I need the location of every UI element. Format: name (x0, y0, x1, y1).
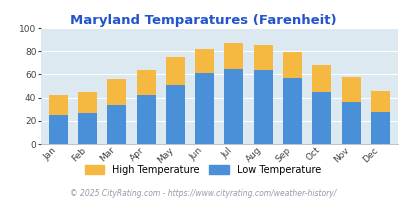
Bar (253, 45, 272, 70)
Bar (341, 77, 360, 102)
Text: Maryland Temparatures (Farenheit): Maryland Temparatures (Farenheit) (70, 14, 335, 27)
Bar (194, 73, 213, 144)
Bar (107, 79, 126, 105)
Bar (165, 85, 184, 144)
Bar (194, 49, 213, 73)
Bar (253, 70, 272, 144)
Bar (311, 65, 330, 92)
Bar (282, 78, 301, 144)
Bar (107, 105, 126, 144)
Bar (224, 69, 243, 144)
Bar (165, 57, 184, 85)
Legend: High Temperature, Low Temperature: High Temperature, Low Temperature (85, 165, 320, 175)
Bar (136, 95, 155, 144)
Bar (78, 113, 97, 144)
Bar (78, 92, 97, 113)
Bar (311, 92, 330, 144)
Bar (224, 43, 243, 69)
Bar (136, 70, 155, 95)
Bar (370, 112, 389, 144)
Bar (49, 115, 68, 144)
Bar (49, 95, 68, 115)
Text: © 2025 CityRating.com - https://www.cityrating.com/weather-history/: © 2025 CityRating.com - https://www.city… (70, 189, 335, 198)
Bar (282, 52, 301, 78)
Bar (341, 102, 360, 144)
Bar (370, 91, 389, 112)
